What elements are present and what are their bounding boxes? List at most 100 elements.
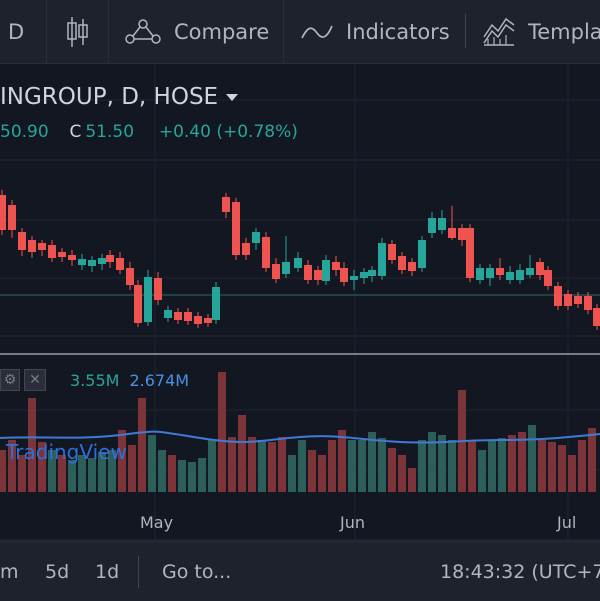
volume-bar [278, 437, 286, 492]
volume-bar [428, 432, 436, 492]
volume-bar [348, 440, 356, 492]
volume-bar [108, 450, 116, 492]
goto-button[interactable]: Go to... [162, 542, 231, 601]
chevron-down-icon[interactable] [226, 93, 239, 101]
indicators-button[interactable]: Indicators [300, 0, 450, 63]
range-button-5d[interactable]: 5d [45, 542, 69, 601]
candle-body [68, 255, 76, 260]
candle-body [332, 262, 340, 270]
volume-bar [558, 445, 566, 492]
volume-bar [578, 440, 586, 492]
range-label: 5d [45, 560, 70, 583]
toolbar-divider [108, 0, 109, 63]
symbol-title: INGROUP, D, HOSE [0, 84, 219, 110]
volume-bar [478, 450, 486, 492]
candle-body [212, 287, 220, 320]
volume-bar [118, 430, 126, 492]
volume-bar [388, 448, 396, 492]
volume-bar [138, 398, 146, 492]
volume-bar [548, 442, 556, 492]
compare-icon [125, 18, 161, 44]
volume-bar [338, 430, 346, 492]
gear-icon[interactable]: ⚙ [0, 369, 20, 391]
volume-bar [28, 398, 36, 492]
candle-body [506, 272, 514, 280]
volume-bar [128, 445, 136, 492]
indicators-label: Indicators [346, 19, 450, 44]
candlesticks [0, 190, 600, 330]
candle-body [536, 262, 544, 275]
candle-body [8, 205, 16, 230]
templates-icon [483, 17, 515, 46]
candle-body [360, 272, 368, 278]
volume-bar [308, 450, 316, 492]
close-label: C [69, 122, 82, 142]
clock-timezone[interactable]: 18:43:32 (UTC+7) [440, 542, 600, 601]
volume-bar [68, 460, 76, 492]
candle-body [222, 197, 230, 212]
candle-body [314, 270, 322, 280]
candle-body [78, 259, 86, 265]
volume-bar [498, 438, 506, 492]
templates-label: Templa [528, 19, 600, 44]
close-icon[interactable]: ✕ [24, 369, 46, 391]
candle-body [144, 277, 152, 322]
toolbar-divider [138, 556, 139, 588]
candle-body [593, 308, 600, 326]
candle-body [448, 228, 456, 238]
volume-bar [328, 440, 336, 492]
volume-bar [258, 440, 266, 492]
goto-label: Go to... [162, 560, 232, 583]
candle-body [368, 270, 376, 276]
indicators-icon [301, 25, 333, 38]
range-label: 1d [95, 560, 120, 583]
volume-ma-line [0, 430, 600, 444]
volume-bar [18, 455, 26, 492]
candle-body [398, 256, 406, 270]
open-value: 50.90 [0, 122, 49, 142]
candle-body [282, 262, 290, 274]
toolbar-divider [465, 14, 466, 48]
candle-body [272, 264, 280, 279]
volume-bar [218, 372, 226, 492]
volume-bar [378, 438, 386, 492]
candle-body [294, 258, 302, 268]
tradingview-watermark: TradingView [6, 440, 127, 464]
volume-bar [98, 452, 106, 492]
volume-bar [238, 415, 246, 492]
candle-body [48, 245, 56, 258]
volume-bar [568, 455, 576, 492]
range-button-m[interactable]: m [0, 542, 19, 601]
candle-body [388, 244, 396, 260]
volume-bar [418, 440, 426, 492]
symbol-legend[interactable]: INGROUP, D, HOSE [0, 84, 239, 110]
volume-bar [228, 437, 236, 492]
chart-style-button[interactable] [64, 0, 90, 63]
volume-bar [528, 425, 536, 492]
clock-label: 18:43:32 (UTC+7) [440, 560, 600, 583]
candle-body [262, 237, 270, 268]
range-button-1d[interactable]: 1d [95, 542, 119, 601]
candle-body [340, 268, 348, 282]
candle-body [134, 285, 142, 323]
candle-body [554, 286, 562, 306]
volume-bar [518, 432, 526, 492]
candle-body [242, 243, 250, 255]
candle-body [466, 228, 474, 278]
candle-body [516, 270, 524, 280]
templates-button[interactable]: Templa [482, 0, 600, 63]
candle-body [28, 240, 36, 252]
volume-moving-average [0, 430, 600, 444]
volume-bar [148, 435, 156, 492]
volume-bar [0, 450, 6, 492]
volume-bar [178, 460, 186, 492]
volume-bar [438, 435, 446, 492]
volume-bar [538, 440, 546, 492]
candle-body [564, 294, 572, 306]
compare-button[interactable]: Compare [124, 0, 269, 63]
candle-body [154, 278, 162, 300]
candle-body [38, 243, 46, 250]
interval-button[interactable]: D [8, 0, 24, 63]
volume-bar [288, 455, 296, 492]
